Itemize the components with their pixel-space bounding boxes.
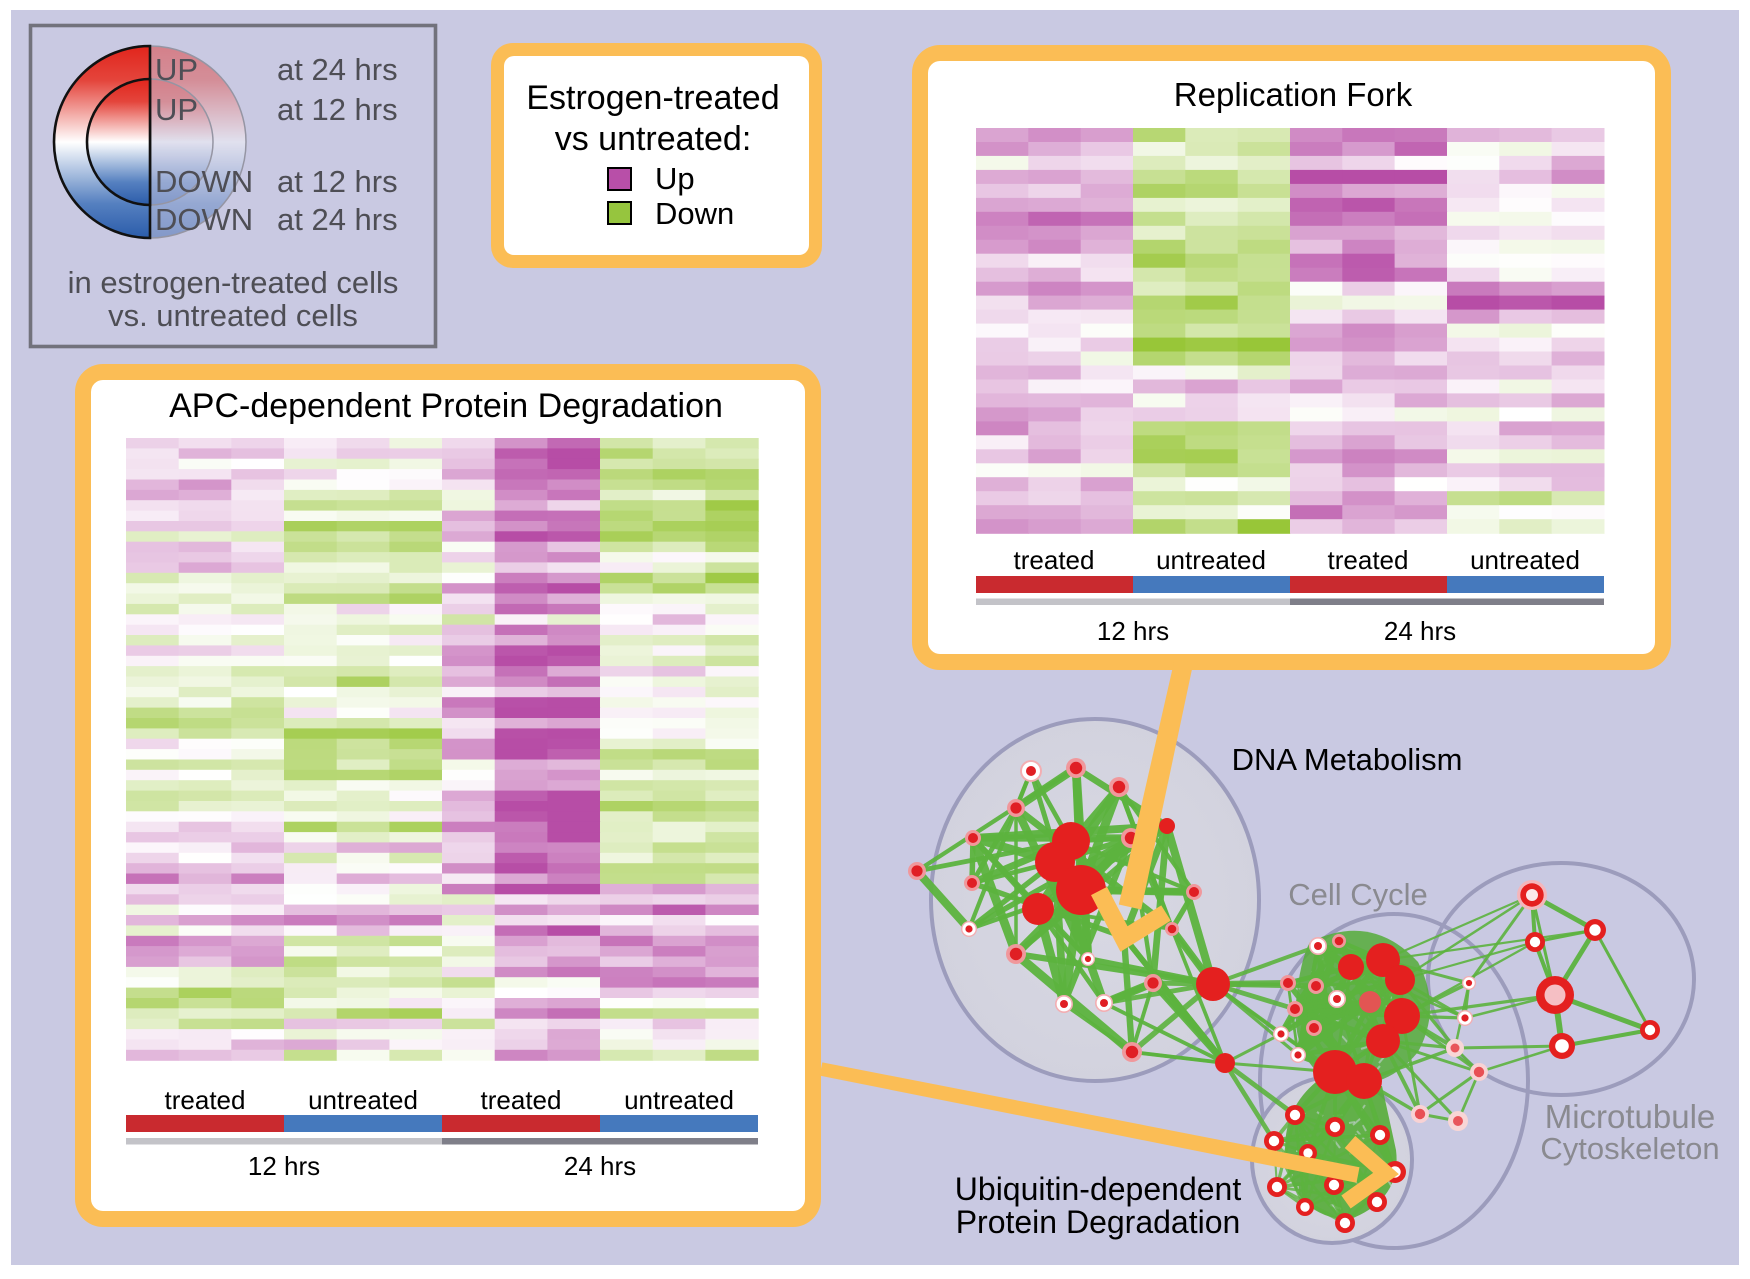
- svg-text:Cell Cycle: Cell Cycle: [1288, 877, 1428, 912]
- svg-text:untreated: untreated: [308, 1085, 418, 1115]
- svg-text:treated: treated: [1014, 545, 1095, 575]
- svg-text:Replication Fork: Replication Fork: [1174, 76, 1413, 113]
- svg-text:Down: Down: [655, 196, 734, 231]
- svg-text:12 hrs: 12 hrs: [248, 1151, 320, 1181]
- svg-text:UP: UP: [155, 92, 198, 127]
- svg-text:untreated: untreated: [1470, 545, 1580, 575]
- svg-text:DNA Metabolism: DNA Metabolism: [1232, 742, 1463, 777]
- svg-text:at 24 hrs: at 24 hrs: [277, 52, 398, 87]
- svg-text:vs. untreated cells: vs. untreated cells: [108, 298, 358, 333]
- svg-text:Protein Degradation: Protein Degradation: [956, 1204, 1241, 1240]
- svg-text:treated: treated: [165, 1085, 246, 1115]
- svg-text:UP: UP: [155, 52, 198, 87]
- svg-text:in estrogen-treated cells: in estrogen-treated cells: [68, 265, 399, 300]
- svg-text:DOWN: DOWN: [155, 164, 253, 199]
- svg-text:Cytoskeleton: Cytoskeleton: [1540, 1131, 1719, 1166]
- svg-text:at 12 hrs: at 12 hrs: [277, 92, 398, 127]
- svg-text:APC-dependent Protein Degradat: APC-dependent Protein Degradation: [169, 387, 723, 425]
- svg-text:treated: treated: [1328, 545, 1409, 575]
- svg-text:DOWN: DOWN: [155, 202, 253, 237]
- svg-text:Ubiquitin-dependent: Ubiquitin-dependent: [955, 1171, 1242, 1207]
- svg-text:untreated: untreated: [1156, 545, 1266, 575]
- svg-text:treated: treated: [481, 1085, 562, 1115]
- svg-text:at 12 hrs: at 12 hrs: [277, 164, 398, 199]
- svg-text:at 24 hrs: at 24 hrs: [277, 202, 398, 237]
- svg-text:vs untreated:: vs untreated:: [555, 120, 752, 158]
- svg-text:Microtubule: Microtubule: [1545, 1098, 1716, 1135]
- svg-text:Estrogen-treated: Estrogen-treated: [526, 79, 779, 117]
- svg-text:untreated: untreated: [624, 1085, 734, 1115]
- svg-text:Up: Up: [655, 161, 695, 196]
- svg-text:24 hrs: 24 hrs: [564, 1151, 636, 1181]
- svg-text:24 hrs: 24 hrs: [1384, 616, 1456, 646]
- svg-text:12 hrs: 12 hrs: [1097, 616, 1169, 646]
